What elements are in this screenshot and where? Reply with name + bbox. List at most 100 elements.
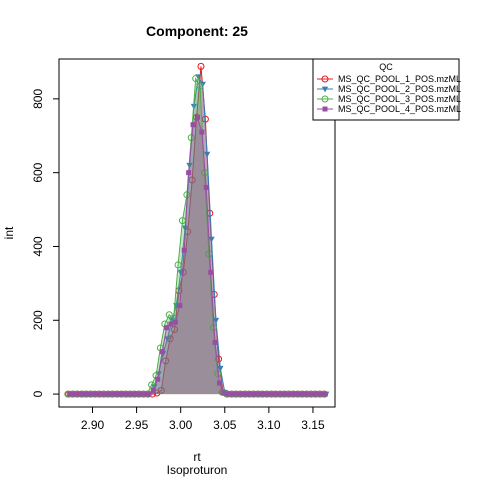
data-point: [215, 355, 223, 363]
data-point: [203, 151, 211, 158]
data-point: [265, 391, 271, 397]
data-point: [322, 391, 328, 397]
data-point: [322, 106, 328, 112]
data-point: [252, 391, 258, 397]
x-tick-label: 3.00: [169, 418, 193, 432]
data-point: [102, 391, 108, 397]
data-point: [321, 75, 329, 83]
data-point: [199, 129, 205, 135]
data-point: [247, 391, 253, 397]
data-point: [119, 391, 125, 397]
data-point: [137, 391, 143, 397]
series-area: [147, 78, 227, 395]
chart-title: Component: 25: [146, 23, 248, 39]
data-point: [128, 391, 134, 397]
y-axis: 0 200 400 600 800: [31, 89, 60, 397]
y-tick-label: 400: [31, 236, 45, 256]
data-point: [155, 376, 161, 382]
data-point: [171, 326, 179, 334]
data-point: [212, 339, 218, 345]
data-point: [186, 170, 192, 176]
data-point: [148, 381, 156, 389]
data-point: [216, 380, 222, 386]
data-point: [194, 114, 200, 120]
data-point: [174, 261, 182, 269]
y-axis-label: int: [2, 226, 16, 239]
y-tick-label: 600: [31, 162, 45, 182]
data-point: [188, 176, 196, 184]
data-point: [196, 82, 204, 90]
data-point: [234, 391, 240, 397]
data-point: [71, 391, 77, 397]
x-axis-sublabel: Isoproturon: [167, 463, 228, 477]
data-point: [269, 391, 275, 397]
data-point: [80, 391, 86, 397]
data-point: [164, 336, 171, 343]
y-tick-label: 800: [31, 89, 45, 109]
legend-item: MS_QC_POOL_4_POS.mzML: [317, 104, 461, 114]
x-axis: 2.90 2.95 3.00 3.05 3.10 3.15: [81, 406, 325, 432]
data-point: [212, 317, 220, 324]
data-point: [181, 247, 187, 253]
data-point: [162, 357, 170, 365]
data-point: [177, 303, 183, 309]
legend: QC MS_QC_POOL_1_POS.mzMLMS_QC_POOL_2_POS…: [312, 58, 461, 121]
legend-box: [312, 58, 460, 121]
x-axis-label: rt: [193, 450, 201, 464]
data-point: [239, 391, 245, 397]
y-tick-label: 0: [31, 390, 45, 397]
data-point: [106, 391, 112, 397]
data-point: [165, 311, 173, 319]
data-point: [172, 319, 178, 325]
x-tick-label: 3.10: [257, 418, 281, 432]
data-point: [209, 324, 217, 332]
data-point: [146, 391, 152, 397]
data-point: [225, 391, 231, 397]
data-point: [318, 391, 324, 397]
data-point: [133, 391, 139, 397]
data-point: [278, 391, 284, 397]
x-tick-label: 2.95: [125, 418, 149, 432]
legend-title: QC: [379, 62, 393, 72]
data-point: [168, 321, 174, 327]
data-point: [243, 391, 249, 397]
data-point: [291, 391, 297, 397]
data-point: [142, 391, 148, 397]
data-point: [84, 391, 90, 397]
series-area: [149, 76, 230, 395]
data-point: [75, 391, 81, 397]
data-point: [97, 391, 103, 397]
y-tick-label: 200: [31, 310, 45, 330]
data-point: [203, 184, 209, 190]
data-point: [124, 391, 130, 397]
data-point: [256, 391, 262, 397]
data-point: [192, 75, 200, 83]
legend-label: MS_QC_POOL_1_POS.mzML: [338, 74, 461, 84]
data-point: [296, 391, 302, 397]
data-point: [157, 386, 165, 394]
data-point: [230, 391, 236, 397]
x-tick-label: 3.05: [213, 418, 237, 432]
legend-label: MS_QC_POOL_4_POS.mzML: [338, 104, 461, 114]
legend-items: MS_QC_POOL_1_POS.mzMLMS_QC_POOL_2_POS.mz…: [317, 74, 461, 114]
data-point: [205, 250, 213, 258]
series-area: [148, 117, 229, 395]
data-point: [190, 122, 196, 128]
data-point: [321, 86, 329, 93]
data-point: [283, 391, 289, 397]
data-point: [164, 325, 170, 331]
legend-item: MS_QC_POOL_1_POS.mzML: [317, 74, 461, 84]
data-point: [150, 387, 156, 393]
data-point: [287, 391, 293, 397]
data-point: [305, 391, 311, 397]
data-point: [261, 391, 267, 397]
data-point: [197, 62, 205, 70]
data-point: [93, 391, 99, 397]
data-point: [217, 365, 224, 372]
data-point: [313, 391, 319, 397]
data-point: [309, 391, 315, 397]
legend-item: MS_QC_POOL_2_POS.mzML: [317, 84, 461, 94]
data-point: [208, 269, 214, 275]
series-layer: [64, 62, 330, 398]
